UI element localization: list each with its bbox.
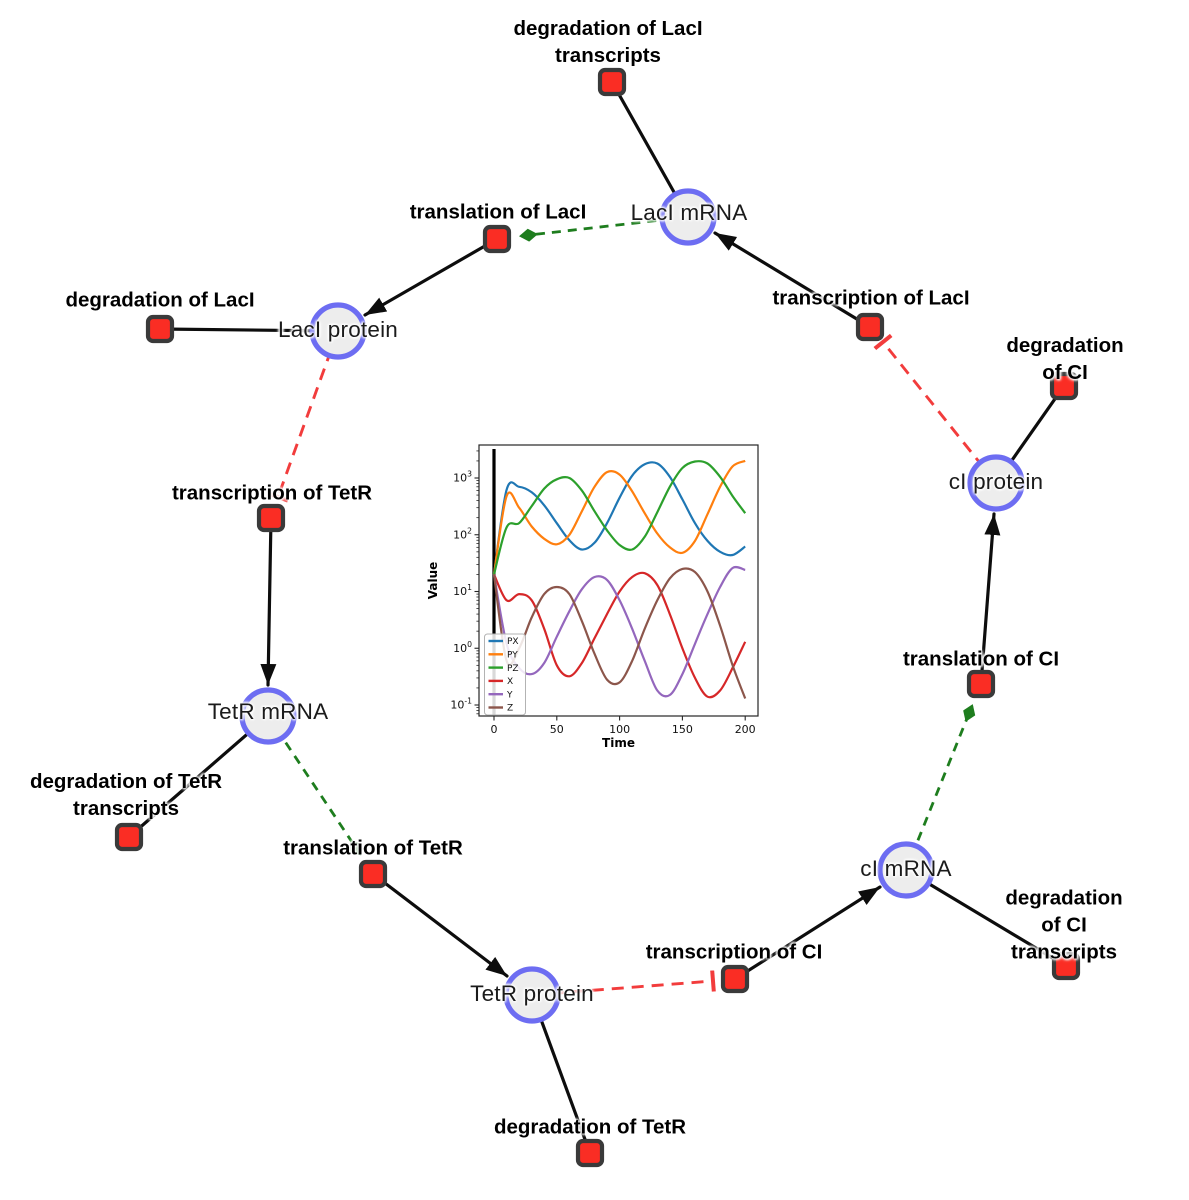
chart-xlabel: Time <box>602 736 635 750</box>
species-node-tetr-mrna[interactable] <box>239 687 297 745</box>
reaction-node-translation-ci[interactable] <box>966 669 996 699</box>
species-node-laci-mrna[interactable] <box>659 188 717 246</box>
legend-label-PY: PY <box>507 651 518 661</box>
legend-label-X: X <box>507 677 513 687</box>
series-line-Z <box>492 567 747 699</box>
chart-ylabel: Value <box>426 562 440 600</box>
graph-edge-arrow <box>371 872 509 978</box>
graph-edge-modifier <box>266 715 362 856</box>
legend-label-PX: PX <box>507 637 519 647</box>
graph-edge-plain <box>127 714 270 839</box>
svg-text:200: 200 <box>735 723 756 736</box>
graph-edge-arrow <box>979 512 1001 686</box>
series-line-PZ <box>492 460 747 575</box>
graph-edge-modifier <box>904 704 976 871</box>
chart-legend: PX PY PZ XYZ <box>484 633 526 716</box>
graph-edge-arrow <box>713 231 872 329</box>
series-line-X <box>492 571 747 699</box>
nodes-layer <box>114 67 1081 1168</box>
legend-label-PZ: PZ <box>507 664 519 674</box>
reaction-node-degradation-ci[interactable] <box>1049 371 1079 401</box>
series-line-PX <box>492 461 746 575</box>
reaction-node-translation-tetr[interactable] <box>358 859 388 889</box>
svg-text:50: 50 <box>550 723 564 736</box>
reaction-node-translation-laci[interactable] <box>482 224 512 254</box>
graph-edge-plain <box>904 868 1068 968</box>
inset-chart: 0 50 100 150 20010-1100101102103TimeValuePXP… <box>424 437 773 788</box>
graph-edge-arrow <box>733 885 882 981</box>
species-node-laci-protein[interactable] <box>309 302 367 360</box>
species-node-ci-protein[interactable] <box>967 454 1025 512</box>
reaction-node-degradation-tetr-transcripts[interactable] <box>114 822 144 852</box>
reaction-node-transcription-ci[interactable] <box>720 964 750 994</box>
reaction-node-degradation-laci-transcripts[interactable] <box>597 67 627 97</box>
reaction-node-transcription-tetr[interactable] <box>256 503 286 533</box>
species-node-tetr-protein[interactable] <box>503 966 561 1024</box>
legend-label-Y: Y <box>506 690 513 700</box>
chart-series-layer <box>492 459 747 699</box>
graph-edge-inhibition <box>531 970 716 997</box>
series-line-PY <box>492 459 746 575</box>
graph-edge-arrow <box>363 237 499 317</box>
series-line-Y <box>492 565 746 698</box>
graph-edge-modifier <box>519 215 689 242</box>
reaction-node-transcription-laci[interactable] <box>855 312 885 342</box>
svg-text:0: 0 <box>491 723 498 736</box>
graph-edge-inhibition <box>267 330 340 503</box>
reaction-node-degradation-tetr[interactable] <box>575 1138 605 1168</box>
species-node-ci-mrna[interactable] <box>877 841 935 899</box>
legend-label-Z: Z <box>507 704 513 714</box>
reaction-node-degradation-laci[interactable] <box>145 314 175 344</box>
graph-edge-plain <box>158 327 340 333</box>
reaction-node-degradation-ci-transcripts[interactable] <box>1051 951 1081 981</box>
svg-text:100: 100 <box>609 723 630 736</box>
graph-edge-arrow <box>260 516 277 687</box>
chart-frame <box>478 444 759 717</box>
svg-text:150: 150 <box>672 723 693 736</box>
graph-edge-inhibition <box>873 333 998 484</box>
